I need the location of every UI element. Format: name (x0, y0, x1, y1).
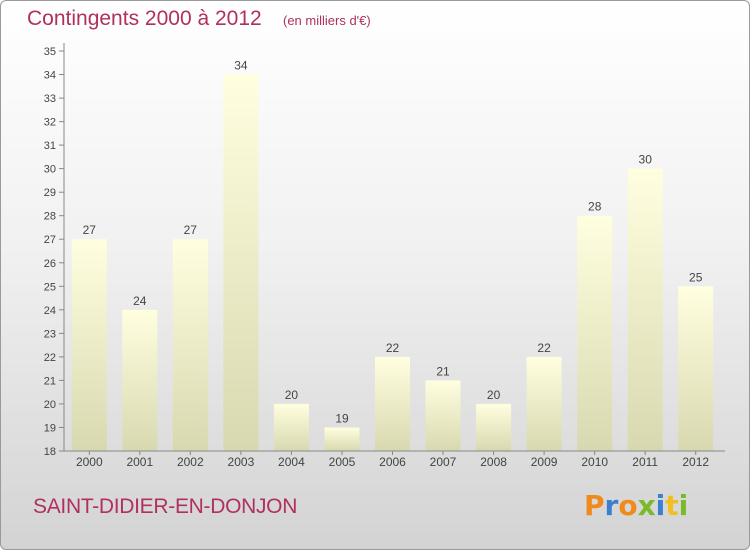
logo-letter: r (604, 489, 619, 522)
y-tick-label-19: 19 (44, 423, 56, 435)
y-tick-label-24: 24 (44, 305, 56, 317)
x-tick-label-2000: 2000 (76, 455, 103, 469)
data-label-2009: 22 (537, 341, 551, 355)
y-tick-label-18: 18 (44, 446, 56, 458)
data-label-2012: 25 (689, 270, 703, 284)
data-label-2005: 19 (335, 412, 349, 426)
data-label-2003: 34 (234, 59, 248, 73)
data-label-2004: 20 (285, 388, 299, 402)
y-tick-label-33: 33 (44, 93, 56, 105)
chart-subtitle: (en milliers d'€) (283, 13, 371, 28)
logo-letter: i (678, 489, 689, 522)
data-label-2010: 28 (588, 200, 602, 214)
bar-2009 (526, 356, 562, 451)
y-tick-label-31: 31 (44, 140, 56, 152)
bar-2008 (476, 403, 512, 451)
bar-2010 (577, 215, 613, 451)
bar-2005 (324, 427, 360, 451)
bar-2000 (71, 239, 107, 451)
y-tick-label-23: 23 (44, 328, 56, 340)
bar-2011 (627, 168, 663, 451)
data-labels: 27 24 27 34 20 19 22 21 20 22 28 30 25 (83, 59, 703, 426)
bar-2001 (122, 309, 158, 451)
bar-2002 (172, 239, 208, 451)
y-tick-label-21: 21 (44, 375, 56, 387)
data-label-2008: 20 (487, 388, 501, 402)
x-tick-label-2009: 2009 (531, 455, 558, 469)
bar-2006 (375, 356, 410, 451)
proxiti-logo[interactable]: Proxiti (584, 489, 688, 522)
logo-letter: P (584, 489, 605, 522)
bar-2004 (273, 403, 309, 451)
bars (71, 74, 714, 451)
y-tick-label-26: 26 (44, 258, 56, 270)
data-label-2002: 27 (184, 223, 198, 237)
logo-letter: x (637, 489, 656, 522)
x-tick-label-2010: 2010 (581, 455, 608, 469)
bar-2003 (223, 74, 259, 451)
bar-2007 (425, 380, 461, 451)
logo-letter: t (665, 489, 679, 522)
data-label-2000: 27 (83, 223, 97, 237)
x-tick-label-2002: 2002 (177, 455, 204, 469)
y-tick-label-30: 30 (44, 164, 56, 176)
y-tick-label-34: 34 (44, 70, 56, 82)
x-tick-label-2006: 2006 (379, 455, 406, 469)
x-tick-label-2003: 2003 (228, 455, 255, 469)
y-tick-label-29: 29 (44, 187, 56, 199)
commune-name: SAINT-DIDIER-EN-DONJON (33, 495, 298, 518)
data-label-2007: 21 (436, 364, 450, 378)
x-tick-label-2001: 2001 (126, 455, 153, 469)
x-tick-label-2005: 2005 (329, 455, 356, 469)
y-tick-label-35: 35 (44, 46, 56, 58)
data-label-2001: 24 (133, 294, 147, 308)
x-tick-label-2011: 2011 (632, 455, 658, 469)
logo-letter: o (618, 489, 638, 522)
logo-letter: i (655, 489, 666, 522)
data-label-2011: 30 (639, 153, 653, 167)
y-tick-label-27: 27 (44, 234, 56, 246)
x-tick-label-2008: 2008 (480, 455, 507, 469)
chart-title: Contingents 2000 à 2012 (27, 7, 262, 30)
axes: 18 19 20 21 22 23 24 25 26 27 28 29 30 31 32 33 34 35 2000… (44, 43, 725, 469)
data-label-2006: 22 (386, 341, 400, 355)
x-tick-label-2007: 2007 (430, 455, 457, 469)
y-tick-label-22: 22 (44, 352, 56, 364)
y-tick-label-25: 25 (44, 281, 56, 293)
x-tick-label-2004: 2004 (278, 455, 305, 469)
y-tick-label-28: 28 (44, 211, 56, 223)
y-tick-label-20: 20 (44, 399, 56, 411)
bar-2012 (678, 286, 714, 451)
y-tick-label-32: 32 (44, 117, 56, 129)
x-tick-label-2012: 2012 (682, 455, 709, 469)
